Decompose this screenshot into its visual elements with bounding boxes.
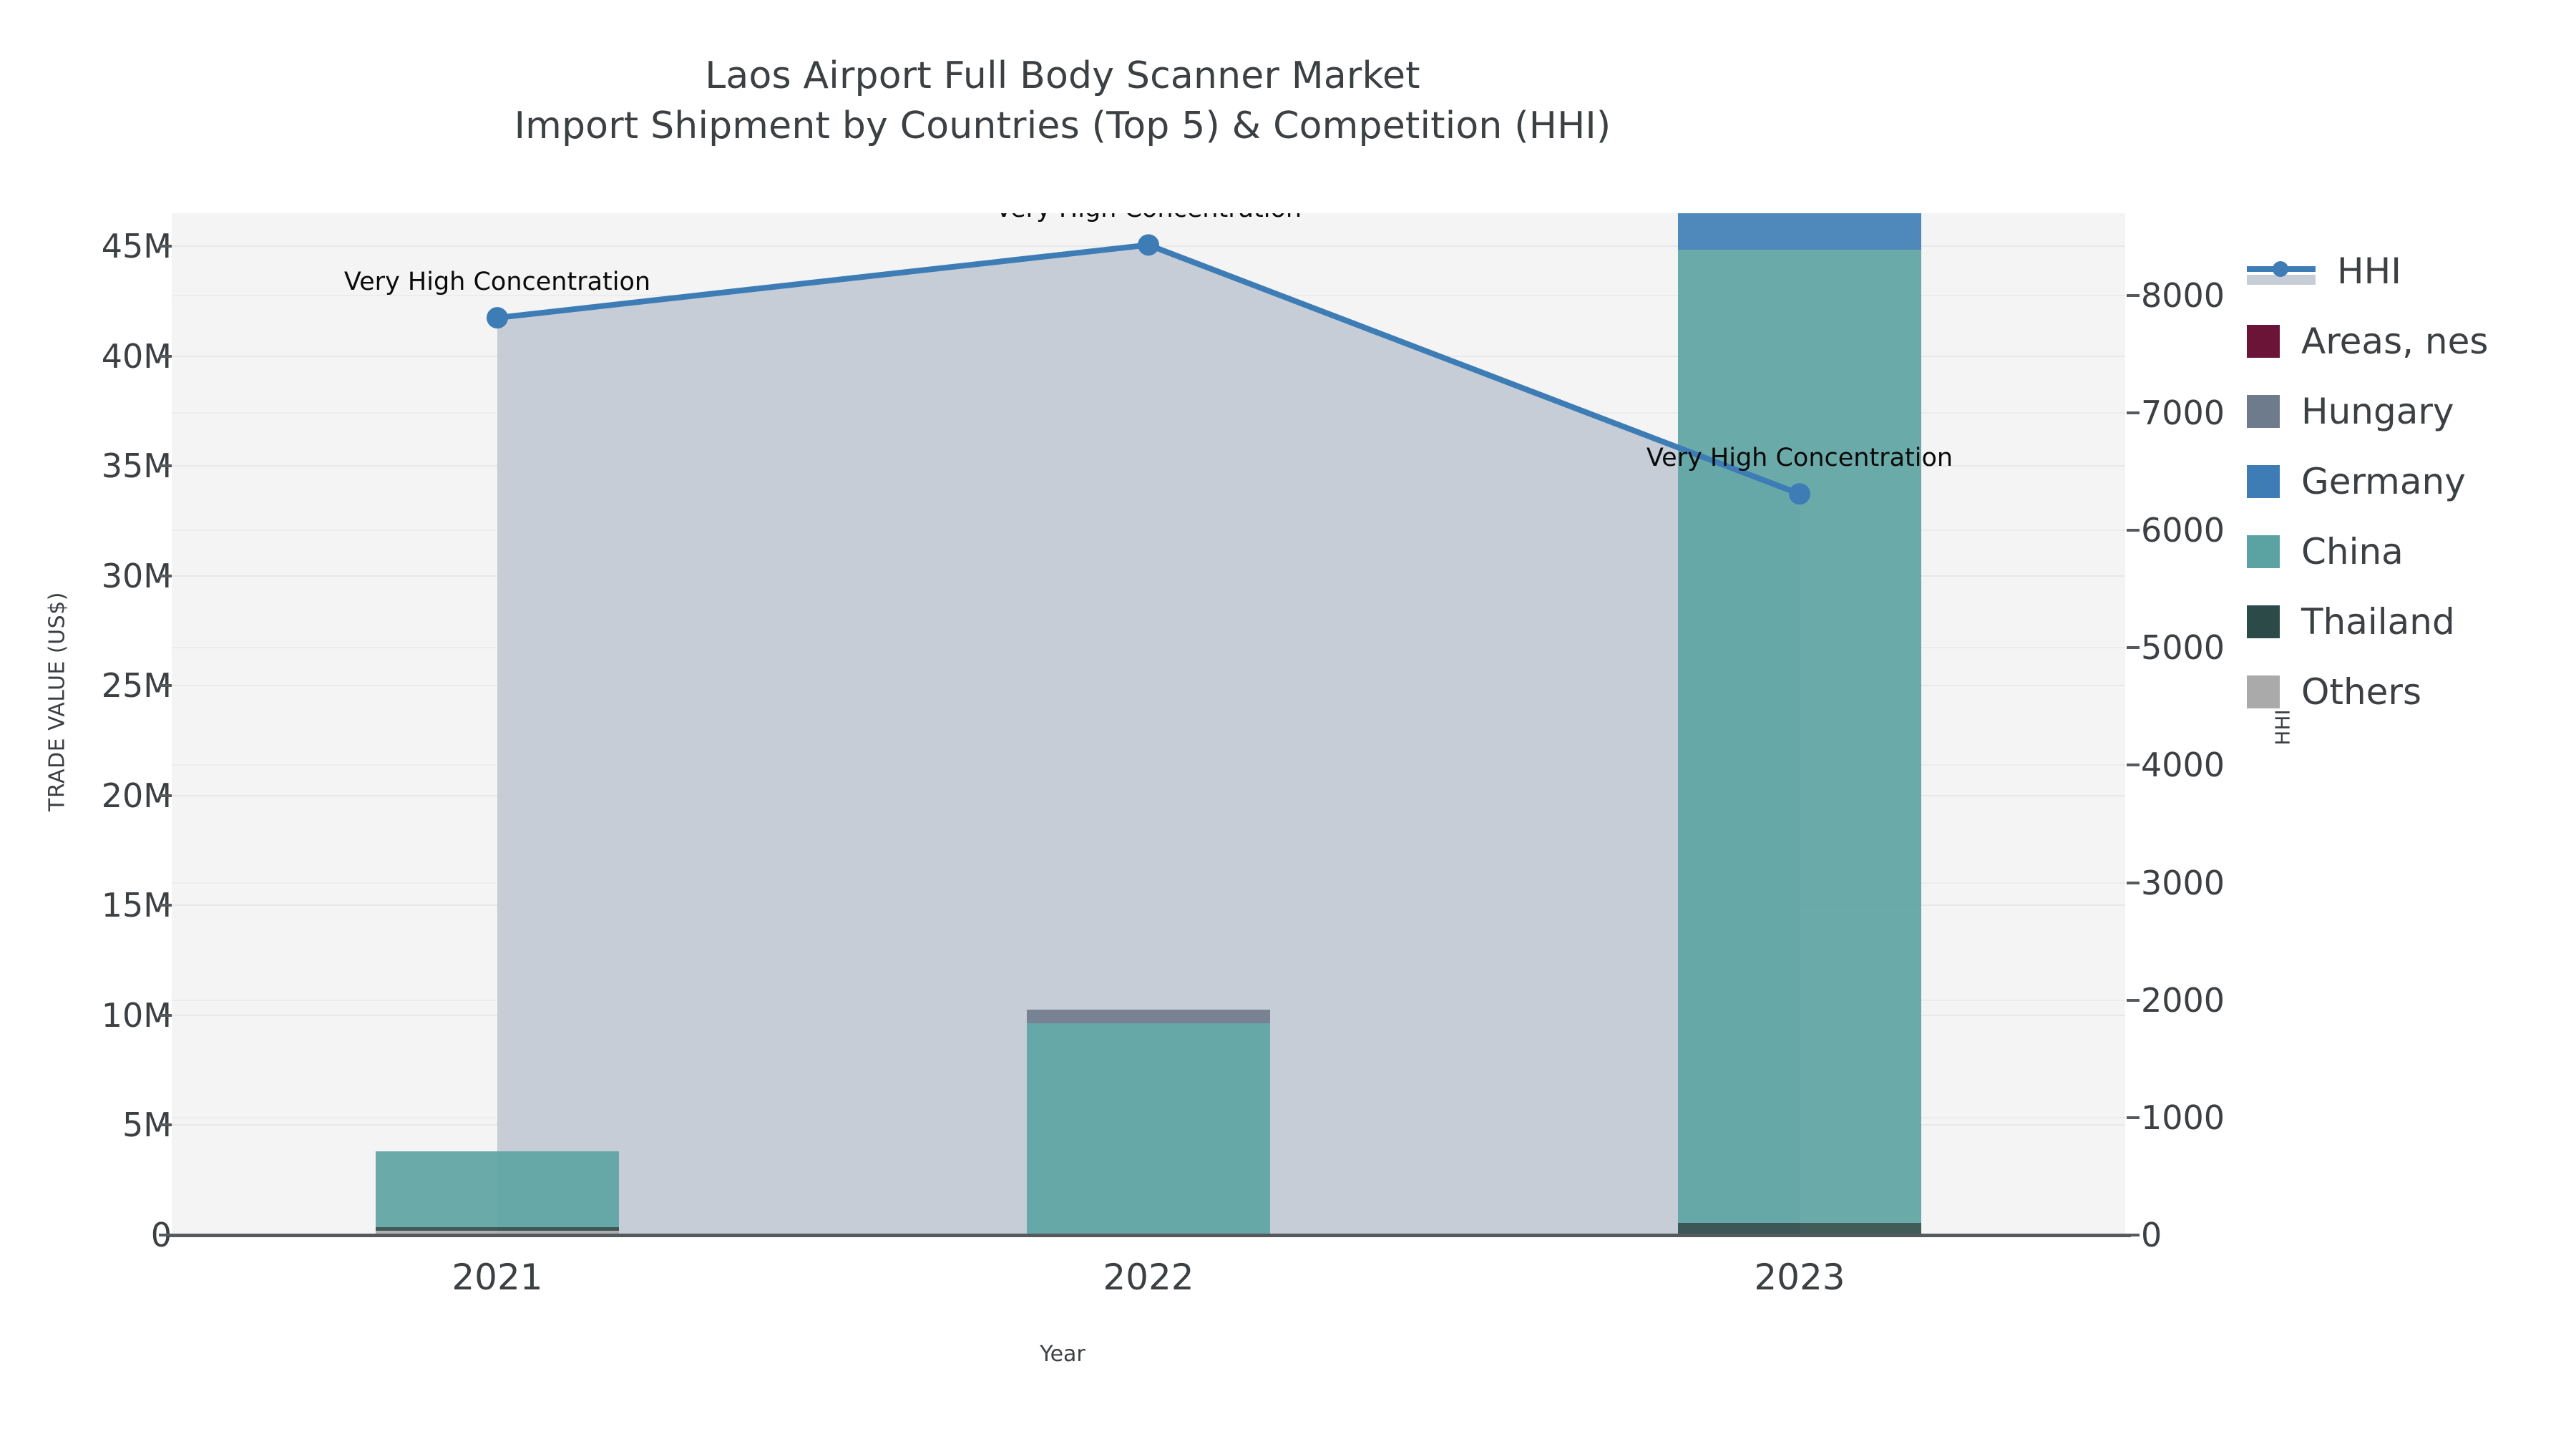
y-tick-right-8000: 8000 — [2141, 275, 2225, 315]
legend-swatch-icon — [2247, 535, 2280, 568]
legend-item-areas-nes[interactable]: Areas, nes — [2247, 306, 2576, 376]
annotation-2023: Very High Concentration — [1646, 444, 1953, 473]
y-tick-right-0: 0 — [2141, 1216, 2162, 1254]
y-tick-right-2000: 2000 — [2141, 980, 2225, 1020]
y-tick-mark-left — [159, 245, 172, 248]
legend-label: Germany — [2301, 461, 2466, 502]
y-tick-mark-right — [2127, 881, 2140, 884]
y-tick-right-1000: 1000 — [2141, 1098, 2225, 1137]
legend-swatch-icon — [2247, 605, 2280, 638]
legend-label: Others — [2301, 671, 2422, 713]
y-tick-mark-left — [159, 684, 172, 688]
y-tick-right-6000: 6000 — [2141, 511, 2225, 550]
y-tick-left-15M: 15M — [101, 886, 172, 925]
y-tick-left-45M: 45M — [101, 227, 172, 266]
bar-segment-china[interactable] — [1678, 249, 1921, 1224]
y-tick-mark-left — [159, 354, 172, 358]
bar-2022[interactable] — [1027, 1010, 1270, 1235]
legend-swatch-icon — [2247, 465, 2280, 498]
bar-segment-thailand[interactable] — [1678, 1223, 1921, 1235]
y-tick-left-20M: 20M — [101, 776, 172, 815]
legend-item-others[interactable]: Others — [2247, 657, 2576, 727]
y-tick-left-30M: 30M — [101, 556, 172, 595]
legend: HHI Areas, nes Hungary Germany China Thailand… — [2247, 236, 2576, 727]
y-tick-mark-right — [2127, 411, 2140, 415]
y-tick-mark-right — [2127, 1116, 2140, 1119]
bar-segment-germany[interactable] — [1678, 213, 1921, 250]
legend-label: Areas, nes — [2301, 321, 2489, 362]
legend-swatch-icon — [2247, 325, 2280, 358]
y-tick-left-5M: 5M — [122, 1106, 172, 1145]
legend-label: Thailand — [2301, 601, 2455, 643]
plot-area: Very High Concentration Very High Concent… — [172, 213, 2125, 1235]
chart-title-block: Laos Airport Full Body Scanner Market Im… — [0, 52, 2125, 151]
bar-2021[interactable] — [376, 1151, 619, 1235]
bar-segment-thailand[interactable] — [376, 1226, 619, 1231]
y-tick-mark-left — [159, 1123, 172, 1127]
y-axis-left-label: TRADE VALUE (US$) — [44, 592, 70, 811]
y-tick-right-3000: 3000 — [2141, 863, 2225, 902]
y-tick-mark-left — [159, 904, 172, 907]
legend-label: HHI — [2337, 250, 2401, 292]
chart-title: Laos Airport Full Body Scanner Market — [705, 54, 1420, 97]
legend-swatch-icon — [2247, 675, 2280, 708]
y-tick-mark-left — [159, 1013, 172, 1017]
y-tick-mark-left — [159, 574, 172, 577]
y-tick-left-25M: 25M — [101, 666, 172, 706]
y-tick-mark-left — [159, 1234, 172, 1236]
y-tick-right-5000: 5000 — [2141, 628, 2225, 668]
y-tick-mark-right — [2127, 293, 2140, 297]
x-axis-label: Year — [1040, 1342, 1085, 1367]
legend-line-marker-icon — [2247, 255, 2316, 288]
bar-segment-others[interactable] — [376, 1230, 619, 1235]
y-tick-mark-right — [2127, 763, 2140, 767]
bar-2023[interactable] — [1678, 213, 1921, 1235]
annotation-2022: Very High Concentration — [995, 213, 1302, 223]
y-tick-mark-left — [159, 464, 172, 468]
x-tick-2022: 2022 — [1103, 1257, 1194, 1298]
legend-item-germany[interactable]: Germany — [2247, 447, 2576, 517]
legend-swatch-icon — [2247, 395, 2280, 428]
y-tick-mark-right — [2127, 529, 2140, 532]
y-tick-left-40M: 40M — [101, 336, 172, 376]
legend-item-thailand[interactable]: Thailand — [2247, 587, 2576, 657]
annotation-2021: Very High Concentration — [343, 268, 651, 297]
chart-subtitle: Import Shipment by Countries (Top 5) & C… — [514, 104, 1611, 147]
y-tick-mark-right — [2127, 998, 2140, 1002]
y-tick-mark-right — [2127, 1234, 2140, 1236]
y-tick-left-10M: 10M — [101, 995, 172, 1035]
bar-segment-china[interactable] — [1027, 1023, 1270, 1235]
legend-item-hungary[interactable]: Hungary — [2247, 376, 2576, 447]
y-tick-mark-left — [159, 794, 172, 797]
bar-segment-hungary[interactable] — [1027, 1010, 1270, 1024]
y-tick-mark-right — [2127, 646, 2140, 650]
x-tick-2023: 2023 — [1754, 1257, 1845, 1298]
legend-item-china[interactable]: China — [2247, 517, 2576, 587]
legend-label: Hungary — [2301, 391, 2454, 432]
y-tick-right-7000: 7000 — [2141, 394, 2225, 433]
y-tick-right-4000: 4000 — [2141, 746, 2225, 785]
x-axis-line — [166, 1234, 2131, 1237]
legend-item-hhi[interactable]: HHI — [2247, 236, 2576, 306]
y-tick-left-35M: 35M — [101, 447, 172, 486]
x-tick-2021: 2021 — [452, 1257, 543, 1298]
bar-segment-china[interactable] — [376, 1151, 619, 1227]
legend-label: China — [2301, 531, 2404, 572]
y-tick-left-0: 0 — [150, 1216, 172, 1254]
